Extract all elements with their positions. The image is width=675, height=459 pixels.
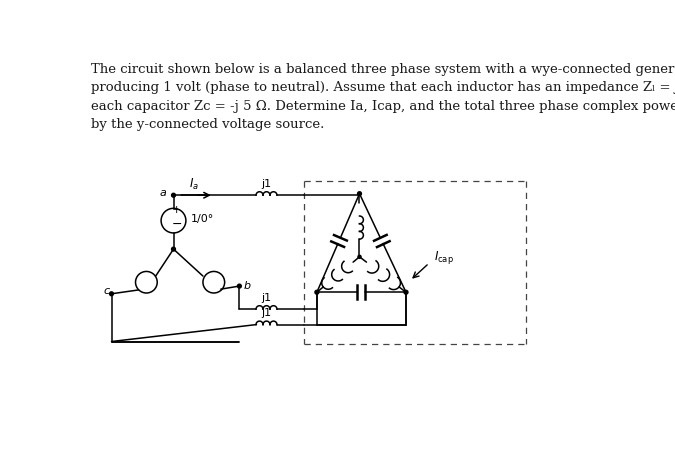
Circle shape (238, 284, 241, 288)
Circle shape (404, 290, 408, 294)
Text: a: a (160, 188, 167, 198)
Text: producing 1 volt (phase to neutral). Assume that each inductor has an impedance : producing 1 volt (phase to neutral). Ass… (90, 81, 675, 94)
Text: +: + (172, 205, 182, 215)
Text: j1: j1 (261, 308, 271, 318)
Circle shape (358, 255, 361, 258)
Circle shape (315, 290, 319, 294)
Text: −: − (171, 218, 182, 231)
Text: c: c (104, 286, 110, 296)
Circle shape (171, 247, 176, 251)
Text: by the y-connected voltage source.: by the y-connected voltage source. (90, 118, 324, 131)
Text: $\mathit{I}_a$: $\mathit{I}_a$ (188, 177, 198, 191)
Text: 1/0°: 1/0° (190, 214, 214, 224)
Text: j1: j1 (261, 293, 271, 302)
Circle shape (171, 193, 176, 197)
Text: The circuit shown below is a balanced three phase system with a wye-connected ge: The circuit shown below is a balanced th… (90, 63, 675, 76)
Text: $\mathit{I}_{\mathrm{cap}}$: $\mathit{I}_{\mathrm{cap}}$ (434, 249, 454, 266)
Text: b: b (244, 281, 251, 291)
Text: each capacitor Zc = -j 5 Ω. Determine Ia, Icap, and the total three phase comple: each capacitor Zc = -j 5 Ω. Determine Ia… (90, 100, 675, 113)
Text: j1: j1 (261, 179, 271, 189)
Circle shape (358, 192, 361, 196)
Circle shape (109, 292, 113, 296)
